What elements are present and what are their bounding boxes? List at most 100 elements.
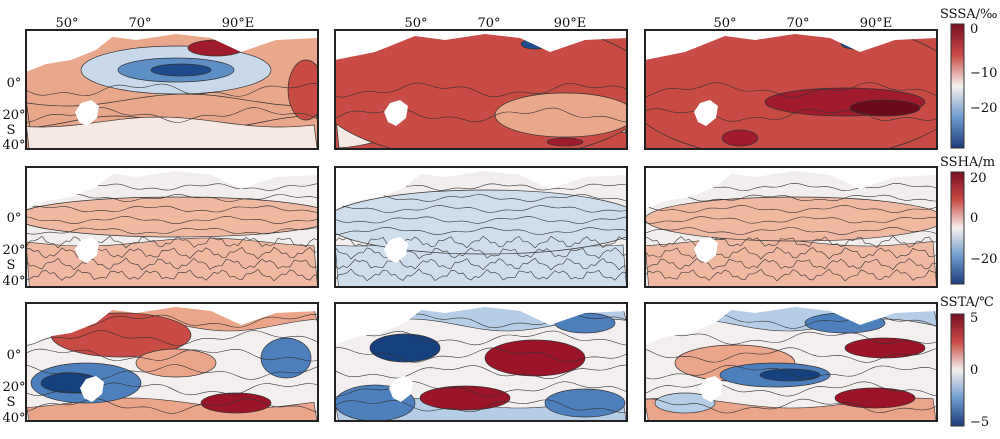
panel-ssh-2 (334, 166, 628, 288)
land-mask (645, 167, 740, 209)
lat-label-0: 0° (7, 211, 22, 226)
contour-line (335, 205, 627, 213)
contour-line (26, 348, 318, 362)
contour-line (26, 235, 318, 249)
contour-line (335, 399, 627, 413)
anomaly-blob (844, 337, 926, 359)
colorbar-ramp (950, 313, 965, 427)
panel-sss-1 (25, 29, 319, 150)
anomaly-blob (26, 196, 318, 238)
anomaly-blob (287, 59, 318, 121)
panel-frame (25, 29, 319, 150)
anomaly-blob (645, 30, 937, 149)
lon-label-90: 90°E (222, 16, 255, 31)
anomaly-blob (544, 388, 626, 418)
contour-line (645, 347, 937, 363)
lon-labels-panel-1: 50° 70° 90°E (55, 16, 254, 31)
field (26, 30, 318, 149)
panel-sst-3 (644, 302, 938, 422)
contour-line (645, 364, 937, 380)
panel-sss-3 (644, 29, 938, 150)
lat-label-40: 40° (2, 274, 25, 289)
land-mask (335, 167, 430, 209)
land-mask (26, 167, 121, 209)
colorbar-title: SSHA/m (940, 155, 995, 170)
contour-line (645, 82, 937, 98)
contour-line (26, 205, 318, 213)
panel-frame (25, 302, 319, 422)
anomaly-blob (654, 392, 716, 414)
colorbar-tick: 0 (970, 363, 978, 378)
contour-line (335, 330, 627, 346)
contour-band (26, 237, 318, 287)
field (335, 303, 627, 421)
madagascar-mask (75, 237, 99, 263)
contour-line (645, 331, 937, 345)
colorbar-tick: −5 (970, 415, 989, 430)
land-mask (645, 30, 937, 60)
contour-line (26, 330, 318, 346)
lat-label-0: 0° (7, 76, 22, 91)
anomaly-blob (645, 196, 937, 242)
lon-label-70: 70° (786, 16, 809, 31)
panel-sst-2 (334, 302, 628, 422)
anomaly-blob (546, 137, 584, 147)
contour-line (26, 215, 318, 225)
colorbar-ramp (950, 23, 965, 149)
colorbar-title: SSSA/‰ (940, 7, 997, 22)
lon-labels-panel-2: 50° 70° 90°E (404, 16, 586, 31)
lat-label-s: S (7, 123, 16, 138)
contour-line (26, 227, 318, 235)
contour-line (26, 398, 318, 414)
land-mask (335, 303, 430, 345)
contour-line (645, 194, 937, 202)
panel-ssh-1 (25, 166, 319, 288)
panel-frame (334, 29, 628, 150)
contour-line (26, 83, 318, 97)
panel-sst-1 (25, 302, 319, 422)
contour-line (645, 108, 937, 122)
contour-line (645, 398, 937, 414)
anomaly-blob (150, 63, 212, 77)
lat-labels-row-2: 0° 20° S 40° (2, 211, 25, 289)
field (645, 30, 937, 149)
lon-label-90: 90°E (860, 16, 893, 31)
panel-frame (644, 166, 938, 288)
contour-line (645, 235, 937, 249)
land-mask (26, 303, 121, 345)
madagascar-mask (384, 100, 408, 126)
contour-line (26, 257, 318, 271)
contour-line (645, 226, 937, 236)
contour-line (335, 246, 627, 260)
field (645, 303, 937, 421)
contour-line (335, 226, 627, 236)
panel-frame (334, 166, 628, 288)
anomaly-blob (200, 392, 272, 414)
lat-label-0: 0° (7, 348, 22, 363)
lon-label-70: 70° (128, 16, 151, 31)
lat-label-s: S (7, 395, 16, 410)
lon-labels-panel-3: 50° 70° 90°E (713, 16, 892, 31)
contour-line (26, 268, 318, 282)
colorbar-tick: −20 (970, 101, 997, 116)
lat-label-s: S (7, 258, 16, 273)
contour-line (645, 216, 937, 224)
colorbar-ramp (950, 171, 965, 285)
contour-line (645, 257, 937, 271)
anomaly-blob (484, 339, 586, 377)
lat-label-20: 20° (2, 108, 25, 123)
contour-line (26, 247, 318, 260)
anomaly-blob (849, 99, 921, 117)
colorbar-tick: 0 (970, 211, 978, 226)
colorbar-tick: 5 (970, 311, 978, 326)
colorbar-tick: −20 (970, 252, 997, 267)
panel-frame (334, 302, 628, 422)
madagascar-mask (389, 376, 413, 402)
contour-line (335, 257, 627, 271)
contour-line (645, 246, 937, 260)
lon-label-50: 50° (55, 16, 78, 31)
contour-line (335, 216, 627, 224)
anomaly-blob (494, 92, 627, 138)
lon-label-90: 90°E (554, 16, 587, 31)
